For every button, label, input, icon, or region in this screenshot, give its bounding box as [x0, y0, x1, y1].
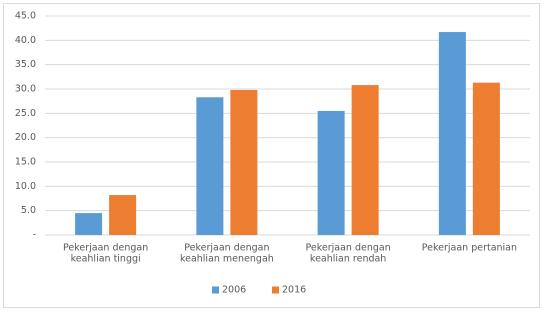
- legend-swatch: [212, 286, 219, 294]
- bar: [438, 32, 466, 236]
- y-tick-label: 40.0: [15, 35, 36, 46]
- bar: [472, 82, 500, 235]
- bar: [109, 195, 137, 235]
- legend-label: 2016: [282, 285, 306, 296]
- x-tick-label: Pekerjaan pertanian: [422, 243, 517, 254]
- y-tick-label: 5.0: [21, 205, 36, 216]
- x-tick-label: Pekerjaan dengan: [63, 243, 148, 254]
- y-tick-label: 45.0: [15, 11, 36, 22]
- bar: [75, 213, 103, 235]
- x-tick-label: keahlian menengah: [180, 254, 274, 265]
- bar: [317, 110, 345, 235]
- legend-swatch: [272, 286, 279, 294]
- bar: [351, 85, 379, 236]
- y-tick-label: 30.0: [15, 84, 36, 95]
- y-tick-label: 10.0: [15, 181, 36, 192]
- legend-label: 2006: [222, 285, 246, 296]
- bar: [230, 89, 258, 236]
- y-tick-label: 25.0: [15, 108, 36, 119]
- x-tick-label: keahlian rendah: [310, 254, 386, 265]
- x-tick-label: Pekerjaan dengan: [306, 243, 391, 254]
- x-tick-label: Pekerjaan dengan: [184, 243, 269, 254]
- y-tick-label: 35.0: [15, 59, 36, 70]
- x-tick-label: keahlian tinggi: [71, 254, 141, 265]
- y-tick-label: 15.0: [15, 157, 36, 168]
- y-tick-label: -: [33, 230, 36, 241]
- bar: [196, 97, 224, 235]
- y-tick-label: 20.0: [15, 132, 36, 143]
